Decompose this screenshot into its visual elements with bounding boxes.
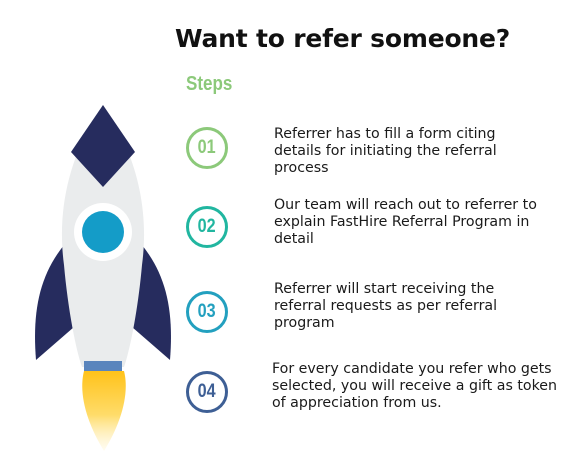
step-2-text: Our team will reach out to referrer to e… (274, 197, 537, 247)
rocket-nozzle (84, 361, 122, 371)
step-3-badge: 03 (186, 291, 228, 333)
rocket-right-fin (132, 245, 171, 360)
rocket-nose (71, 105, 135, 187)
rocket-flame (82, 371, 126, 451)
step-1-text: Referrer has to fill a form citing detai… (274, 126, 497, 176)
step-4-number: 04 (198, 381, 216, 402)
rocket-illustration (35, 105, 171, 451)
page-title: Want to refer someone? (175, 24, 511, 53)
rocket-window (82, 211, 124, 253)
step-2-number: 02 (198, 216, 216, 237)
step-4-text: For every candidate you refer who gets s… (272, 361, 558, 411)
steps-heading: Steps (186, 73, 233, 95)
rocket-left-fin (35, 245, 74, 360)
step-2-badge: 02 (186, 206, 228, 248)
step-1-badge: 01 (186, 127, 228, 169)
step-1-number: 01 (198, 137, 216, 158)
step-4-badge: 04 (186, 371, 228, 413)
step-3-text: Referrer will start receiving the referr… (274, 281, 498, 331)
step-3-number: 03 (198, 301, 216, 322)
